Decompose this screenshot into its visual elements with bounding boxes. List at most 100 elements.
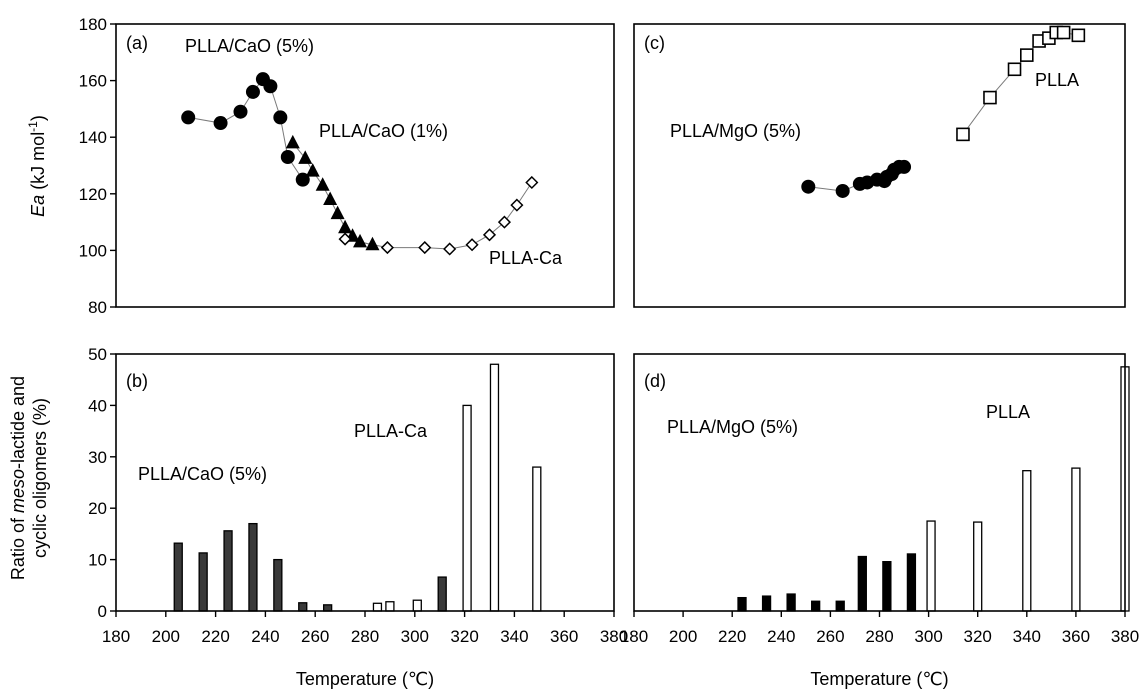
data-point xyxy=(1019,48,1034,62)
x-tick-label: 180 xyxy=(102,627,130,646)
data-point xyxy=(273,110,288,125)
x-tick-label: 260 xyxy=(816,627,844,646)
x-tick-label: 300 xyxy=(401,627,429,646)
data-point xyxy=(245,84,260,99)
x-tick-label: 300 xyxy=(914,627,942,646)
data-point xyxy=(525,175,539,190)
y-tick-label: 40 xyxy=(88,396,107,415)
data-point xyxy=(353,233,368,248)
y-axis-label: Ea (kJ mol-1) xyxy=(26,115,48,217)
data-point xyxy=(298,150,313,164)
y-axis-label-text: cyclic oligomers (%) xyxy=(30,398,50,558)
x-tick-label: 380 xyxy=(1111,627,1139,646)
bar xyxy=(462,404,472,612)
panel-d: PLLA/MgO (5%) PLLA 180 200 220 240 260 280 300 32… xyxy=(620,353,1139,689)
series-label: PLLA-Ca xyxy=(489,248,563,268)
x-tick-label: 340 xyxy=(500,627,528,646)
x-tick-label: 220 xyxy=(201,627,229,646)
y-axis-label-unit: (kJ mol xyxy=(28,132,48,195)
y-axis-label-text: -lactide and xyxy=(8,376,28,469)
data-point xyxy=(365,236,380,251)
bar xyxy=(322,604,333,612)
bar xyxy=(1022,470,1032,612)
data-point xyxy=(1007,62,1022,77)
x-tick-label: 240 xyxy=(767,627,795,646)
x-tick-label: 240 xyxy=(251,627,279,646)
y-tick-label: 20 xyxy=(88,499,107,518)
y-tick-label: 0 xyxy=(98,602,107,621)
bar xyxy=(1071,467,1081,612)
x-tick-label: 340 xyxy=(1013,627,1041,646)
data-point xyxy=(497,215,512,229)
y-tick-label: 100 xyxy=(79,241,107,260)
x-tick-label: 360 xyxy=(1062,627,1090,646)
bar xyxy=(906,553,917,612)
bar xyxy=(385,601,395,612)
bar xyxy=(737,596,747,612)
bar xyxy=(857,555,867,612)
y-tick-label: 140 xyxy=(79,128,107,147)
data-point xyxy=(443,242,457,256)
data-point xyxy=(305,163,320,177)
panel-label: (d) xyxy=(644,371,666,391)
data-point xyxy=(213,116,228,131)
y-tick-label: 120 xyxy=(79,185,107,204)
bar xyxy=(223,530,233,612)
data-point xyxy=(510,198,524,212)
data-point xyxy=(233,104,248,119)
bar xyxy=(926,520,936,612)
data-point xyxy=(263,79,278,94)
y-axis-label-line: cyclic oligomers (%) xyxy=(30,398,50,558)
bar xyxy=(489,363,500,612)
bar xyxy=(811,600,821,612)
data-point xyxy=(285,134,300,149)
y-axis-label-symbol: Ea xyxy=(28,195,48,217)
series-label: PLLA/MgO (5%) xyxy=(670,121,801,141)
bar xyxy=(248,522,258,612)
plot-frame xyxy=(633,353,1126,612)
bar xyxy=(372,602,383,612)
data-point xyxy=(835,183,850,198)
y-tick-label: 30 xyxy=(88,448,107,467)
data-point xyxy=(983,90,997,105)
data-point xyxy=(801,179,816,194)
data-point xyxy=(323,191,338,205)
data-point xyxy=(181,110,196,125)
y-axis-label-line: Ratio of meso-lactide and xyxy=(8,376,28,580)
panel-b: PLLA/CaO (5%) PLLA-Ca 0 10 20 30 40 50 180 200 220… xyxy=(8,345,628,689)
y-tick-label: 80 xyxy=(88,298,107,317)
data-point xyxy=(897,159,912,174)
data-point xyxy=(280,150,295,165)
bar xyxy=(786,593,796,612)
x-tick-label: 200 xyxy=(669,627,697,646)
series-label: PLLA xyxy=(1035,70,1079,90)
series-line xyxy=(188,78,304,180)
bar xyxy=(273,558,283,612)
data-point xyxy=(956,127,970,142)
data-point xyxy=(338,232,352,246)
x-tick-label: 280 xyxy=(351,627,379,646)
panel-label: (b) xyxy=(126,371,148,391)
y-tick-label: 180 xyxy=(79,15,107,34)
x-axis-label: Temperature (℃) xyxy=(810,669,948,689)
data-point xyxy=(1071,28,1086,43)
x-tick-label: 200 xyxy=(152,627,180,646)
data-point xyxy=(330,205,345,220)
bar xyxy=(173,542,183,612)
bar xyxy=(532,466,542,612)
x-tick-label: 280 xyxy=(865,627,893,646)
x-tick-label: 380 xyxy=(600,627,628,646)
series-label: PLLA xyxy=(986,402,1030,422)
y-axis-label-close: ) xyxy=(28,115,48,121)
series-label: PLLA/CaO (5%) xyxy=(138,464,267,484)
bar xyxy=(198,552,208,612)
data-point xyxy=(482,228,497,242)
bar xyxy=(412,599,422,612)
data-point xyxy=(418,241,432,255)
data-point xyxy=(315,177,330,191)
series-label: PLLA/CaO (5%) xyxy=(185,36,314,56)
bar xyxy=(761,595,772,612)
y-axis-label-superscript: -1 xyxy=(26,121,40,132)
panel-label: (a) xyxy=(126,33,148,53)
y-tick-label: 10 xyxy=(88,551,107,570)
